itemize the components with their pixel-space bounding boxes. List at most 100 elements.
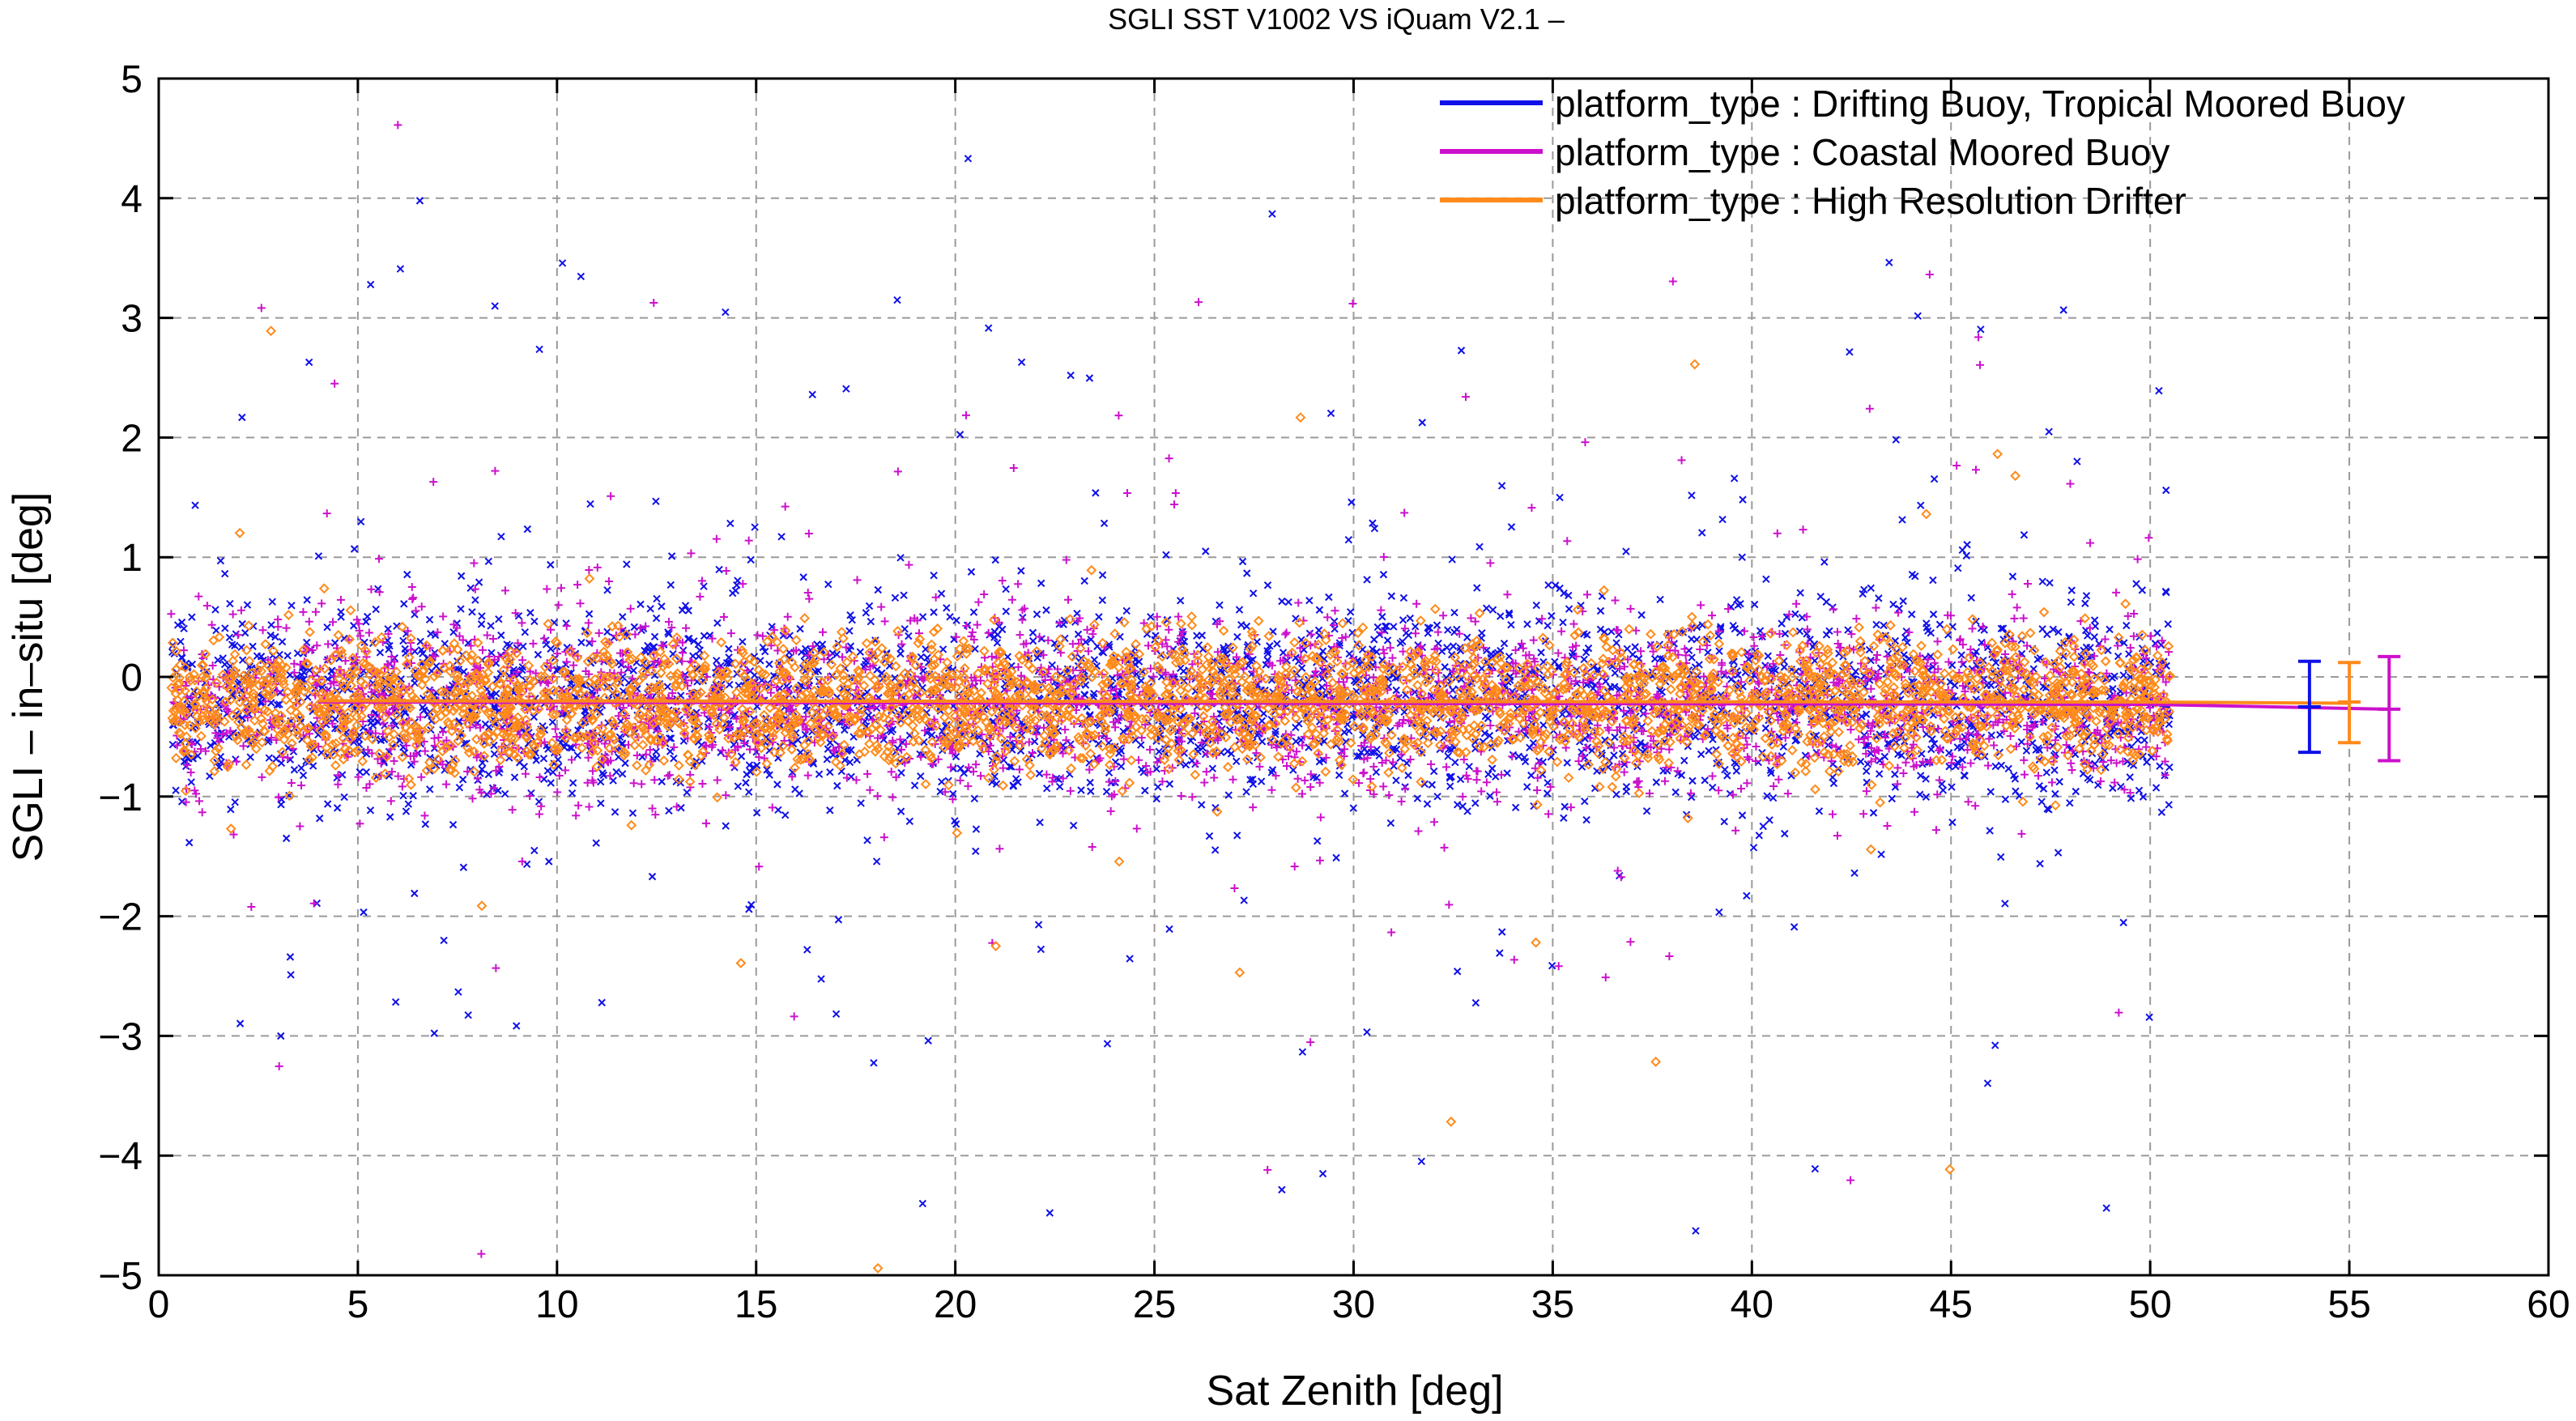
data-point [1734, 601, 1743, 610]
data-point [2090, 616, 2099, 624]
data-point [500, 789, 509, 798]
data-point [1363, 676, 1372, 684]
data-point [1778, 619, 1786, 628]
data-point [225, 633, 234, 642]
data-point [290, 766, 299, 774]
data-point [1729, 621, 1737, 630]
data-point [653, 594, 661, 603]
data-point [1544, 581, 1552, 589]
data-point [1991, 762, 1999, 771]
data-point [455, 783, 464, 792]
data-point [1471, 998, 1480, 1007]
data-point [1877, 850, 1885, 858]
data-point [411, 889, 419, 898]
data-point [577, 638, 585, 647]
data-point [1220, 644, 1228, 652]
data-point [1305, 743, 1313, 751]
data-point [458, 776, 467, 784]
data-point [362, 768, 371, 776]
data-point [734, 782, 743, 790]
data-point [2139, 752, 2148, 760]
data-point [1297, 736, 1305, 744]
data-point [1423, 800, 1432, 808]
data-point [696, 646, 704, 654]
data-point [1732, 767, 1741, 775]
data-point [1895, 604, 1904, 613]
data-point [1929, 611, 1938, 619]
data-point [1559, 618, 1567, 627]
data-point [824, 745, 832, 753]
data-point [1631, 643, 1639, 651]
data-point [1869, 809, 1878, 817]
data-point [1373, 623, 1382, 632]
data-point [487, 692, 496, 700]
data-point [1663, 767, 1671, 775]
data-point [1983, 1079, 1992, 1087]
data-point [409, 792, 417, 800]
data-point [1007, 662, 1015, 670]
data-point [2050, 766, 2059, 774]
data-point [1278, 597, 1286, 606]
data-point [817, 975, 825, 983]
data-point [2162, 486, 2170, 495]
data-point [1867, 584, 1876, 593]
data-point [677, 803, 685, 812]
data-point [1017, 567, 1025, 575]
data-point [220, 660, 229, 669]
data-point [1867, 656, 1875, 665]
data-point [900, 591, 908, 599]
data-point [1238, 557, 1247, 566]
data-point [1449, 642, 1458, 650]
data-point [1565, 605, 1573, 613]
data-point [1851, 667, 1860, 676]
data-point [1315, 606, 1324, 614]
data-point [722, 308, 730, 317]
data-point [426, 785, 434, 793]
data-point [1858, 713, 1866, 721]
data-point [2126, 773, 2134, 781]
data-point [658, 602, 666, 611]
data-point [930, 572, 938, 580]
data-point [1755, 832, 1764, 840]
data-point [402, 807, 411, 815]
data-point [484, 770, 493, 779]
data-point [952, 819, 960, 828]
data-point [397, 675, 405, 683]
data-point [1532, 601, 1540, 610]
data-point [2067, 586, 2076, 594]
data-point [1743, 891, 1751, 900]
data-point [1927, 745, 1935, 754]
data-point [1497, 612, 1505, 620]
data-point [2064, 662, 2072, 670]
data-point [1036, 819, 1044, 827]
data-point [539, 755, 548, 763]
data-point [1345, 649, 1353, 658]
data-point [1471, 799, 1480, 807]
data-point [1917, 501, 1925, 509]
data-point [1154, 783, 1162, 791]
data-point [1325, 593, 1333, 602]
data-point [549, 768, 557, 776]
data-point [842, 385, 850, 393]
data-point [2117, 782, 2125, 791]
data-point [2042, 683, 2050, 692]
data-point [1880, 621, 1888, 630]
data-point [1997, 624, 2006, 633]
data-point [1688, 491, 1696, 500]
data-point [238, 413, 246, 422]
data-point [952, 616, 960, 624]
data-point [400, 600, 408, 608]
data-point [400, 749, 409, 757]
data-point [956, 431, 964, 439]
data-point [918, 613, 927, 621]
data-point [273, 700, 282, 709]
data-point [1537, 649, 1545, 657]
data-point [1194, 640, 1203, 649]
data-point [891, 594, 900, 602]
data-point [1249, 780, 1258, 789]
data-point [2156, 762, 2164, 770]
data-point [2157, 808, 2166, 816]
data-point [1473, 584, 1481, 592]
data-point [646, 605, 654, 613]
